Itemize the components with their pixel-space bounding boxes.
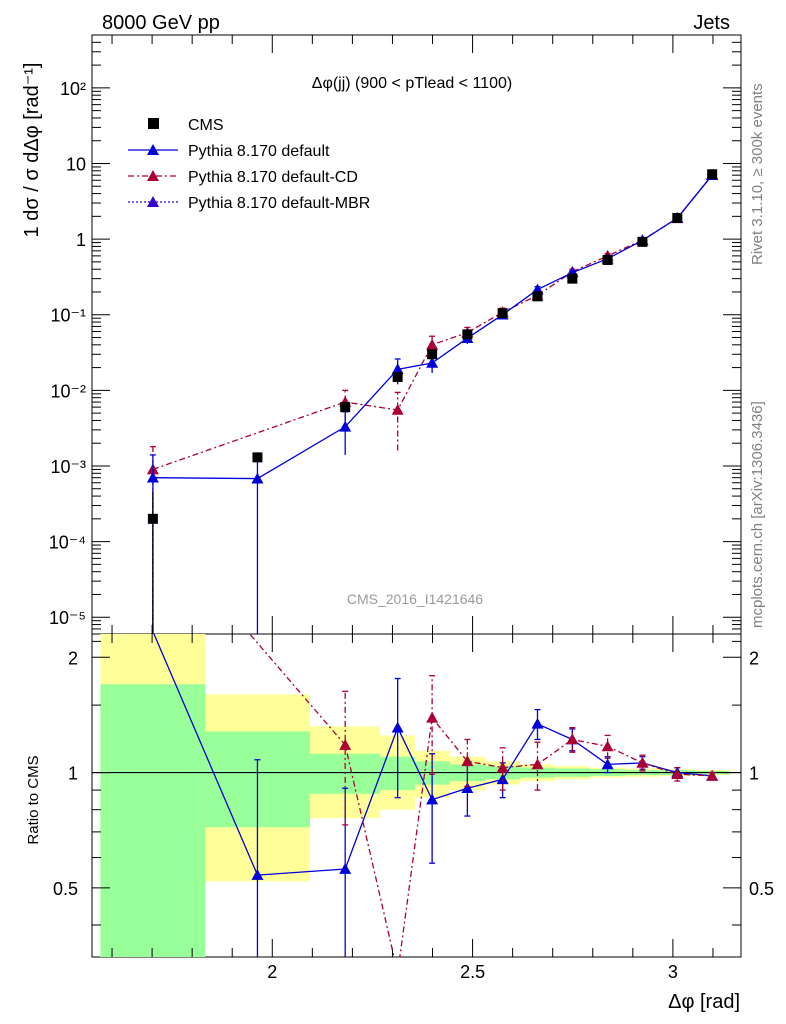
ratio-y-tick-label: 1 bbox=[68, 764, 78, 784]
ratio-point-1 bbox=[531, 758, 544, 770]
data-point-cd bbox=[426, 338, 439, 350]
data-point-default bbox=[426, 356, 439, 368]
y-tick-label: 10⁻⁵ bbox=[49, 608, 86, 628]
lower-panel: 0.5 0.5 1 1 2 2 2 2.5 3 Ratio to CMS Δφ [rad] bbox=[25, 633, 774, 1013]
y-tick-label: 10⁻⁴ bbox=[49, 533, 86, 553]
ratio-point-0 bbox=[391, 721, 404, 733]
ratio-point-1 bbox=[426, 711, 439, 723]
legend: CMS Pythia 8.170 default Pythia 8.170 defa… bbox=[128, 117, 370, 212]
ratio-series bbox=[153, 634, 719, 957]
rivet-version-label: Rivet 3.1.10, ≥ 300k events bbox=[749, 83, 766, 265]
data-point-cms bbox=[392, 372, 403, 383]
data-point-default bbox=[339, 420, 352, 432]
data-point-cms bbox=[532, 291, 543, 302]
y-tick-label: 10⁻¹ bbox=[50, 306, 86, 326]
data-point-cms bbox=[567, 273, 578, 284]
legend-marker bbox=[147, 144, 159, 155]
upper-chart-title: Δφ(jj) (900 < pTlead < 1100) bbox=[312, 75, 512, 92]
ratio-point-1 bbox=[566, 733, 579, 745]
data-point-cms bbox=[672, 213, 683, 224]
legend-label: Pythia 8.170 default-MBR bbox=[188, 195, 370, 212]
ratio-point-1 bbox=[496, 761, 509, 773]
ratio-point-1 bbox=[461, 755, 474, 767]
x-tick-label: 2 bbox=[267, 962, 277, 982]
data-point-cms bbox=[462, 329, 473, 340]
data-point-cms bbox=[252, 452, 263, 463]
lower-panel-frame bbox=[91, 633, 742, 958]
ratio-point-1 bbox=[671, 768, 684, 780]
x-axis-label: Δφ [rad] bbox=[668, 991, 740, 1013]
ratio-point-0 bbox=[496, 773, 509, 785]
upper-y-axis-label: 1 dσ / σ dΔφ [rad⁻¹] bbox=[21, 63, 43, 238]
y-tick-label: 10² bbox=[60, 79, 86, 99]
ratio-y-tick-label: 0.5 bbox=[53, 879, 78, 899]
upper-series bbox=[146, 168, 719, 634]
upper-axis-ticks: 10⁻⁵ 10⁻⁴ 10⁻³ 10⁻² 10⁻¹ 1 10 10² bbox=[49, 34, 741, 635]
y-tick-label: 10 bbox=[66, 154, 86, 174]
header-process-label: Jets bbox=[693, 12, 730, 34]
y-tick-label: 10⁻² bbox=[50, 381, 86, 401]
ratio-point-0 bbox=[251, 869, 264, 880]
upper-panel: 10⁻⁵ 10⁻⁴ 10⁻³ 10⁻² 10⁻¹ 1 10 10² Δφ(jj) (900 <… bbox=[21, 34, 742, 635]
data-point-cms bbox=[147, 513, 158, 524]
data-point-default bbox=[146, 471, 159, 483]
ratio-y-tick-label: 2 bbox=[68, 648, 78, 668]
x-tick-label: 3 bbox=[668, 962, 678, 982]
lower-y-axis-label: Ratio to CMS bbox=[25, 755, 42, 844]
series-line-cd bbox=[152, 174, 713, 471]
y-tick-label: 10⁻³ bbox=[50, 457, 86, 477]
ratio-line-1 bbox=[248, 634, 713, 957]
ratio-uncertainty-bands bbox=[92, 634, 741, 957]
data-point-cd bbox=[391, 403, 404, 415]
legend-label: CMS bbox=[188, 117, 224, 134]
ratio-point-1 bbox=[636, 756, 649, 768]
data-point-cms bbox=[707, 169, 718, 180]
ratio-point-0 bbox=[339, 863, 352, 874]
ratio-point-1 bbox=[339, 739, 352, 750]
series-line-default bbox=[152, 174, 713, 480]
ratio-point-0 bbox=[426, 793, 439, 805]
x-tick-label: 2.5 bbox=[460, 962, 485, 982]
lower-axis-ticks: 0.5 0.5 1 1 2 2 2 2.5 3 bbox=[53, 634, 774, 982]
ratio-point-1 bbox=[601, 740, 614, 752]
ratio-point-0 bbox=[601, 758, 614, 770]
ratio-y-tick-label-right: 0.5 bbox=[749, 879, 774, 899]
ratio-point-1 bbox=[706, 769, 719, 781]
y-tick-label: 1 bbox=[76, 230, 86, 250]
legend-label: Pythia 8.170 default bbox=[188, 143, 330, 160]
data-point-cms bbox=[497, 308, 508, 319]
data-point-cms bbox=[340, 402, 351, 413]
legend-marker-cms bbox=[148, 118, 159, 129]
header-energy-label: 8000 GeV pp bbox=[102, 12, 220, 34]
watermark-label: CMS_2016_I1421646 bbox=[347, 591, 483, 607]
ratio-point-0 bbox=[461, 782, 474, 794]
data-point-cms bbox=[602, 254, 613, 265]
legend-label: Pythia 8.170 default-CD bbox=[188, 169, 358, 186]
legend-marker bbox=[147, 196, 159, 207]
y-axis-label-text: 1 dσ / σ dΔφ [rad⁻¹] bbox=[21, 63, 43, 238]
data-point-cms bbox=[637, 236, 648, 247]
mcplots-label: mcplots.cern.ch [arXiv:1306.3436] bbox=[749, 401, 766, 628]
data-point-default bbox=[251, 472, 264, 484]
data-point-cms bbox=[427, 349, 438, 360]
legend-marker bbox=[147, 170, 159, 181]
band-inner bbox=[100, 684, 206, 957]
data-point-default bbox=[391, 363, 404, 375]
ratio-point-0 bbox=[531, 717, 544, 729]
ratio-y-tick-label-right: 2 bbox=[749, 648, 759, 668]
ratio-y-tick-label-right: 1 bbox=[749, 764, 759, 784]
